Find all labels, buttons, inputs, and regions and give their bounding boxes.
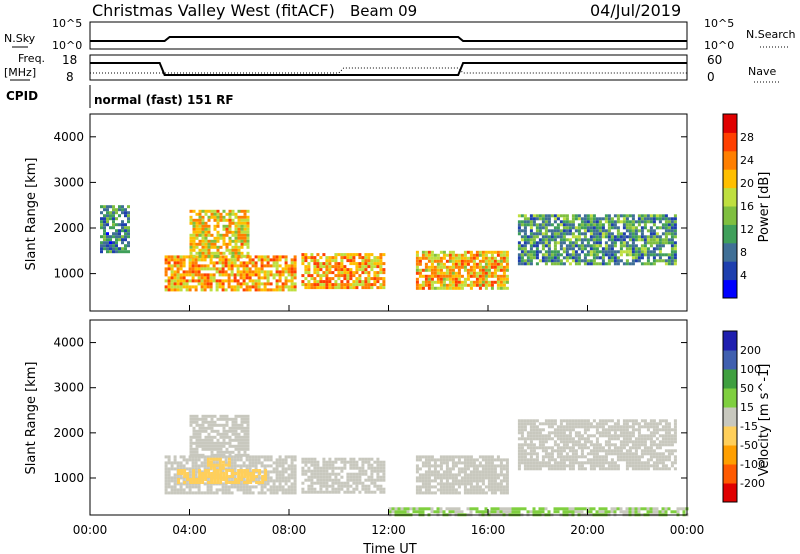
y-tick-label: 4000 xyxy=(53,130,84,144)
data-region-0 xyxy=(164,255,297,292)
beam-label: Beam 09 xyxy=(350,2,417,20)
colorbar-swatch xyxy=(723,388,737,408)
data-region-4 xyxy=(517,214,677,266)
y-tick-label: 4000 xyxy=(53,336,84,350)
noise-tick-top-right: 10^5 xyxy=(704,17,734,30)
velocity-plot-area xyxy=(90,320,687,515)
velocity-colorbar: 200 100 50 15 -15 -50 -100 -200 xyxy=(722,330,765,503)
data-region-6 xyxy=(206,457,231,470)
radar-title: Christmas Valley West (fitACF) xyxy=(92,1,335,20)
nave-label: Nave xyxy=(748,65,776,78)
y-tick-label: 3000 xyxy=(53,381,84,395)
colorbar-swatch xyxy=(723,426,737,446)
colorbar-swatch xyxy=(723,483,737,503)
colorbar-frame xyxy=(722,330,738,503)
noise-trace xyxy=(90,36,687,42)
colorbar-swatch xyxy=(723,169,737,189)
time-xlabel: Time UT xyxy=(362,542,416,554)
colorbar-tick-label: 200 xyxy=(740,344,761,357)
colorbar-swatch xyxy=(723,242,737,262)
noise-strip-frame xyxy=(89,21,688,50)
date-label: 04/Jul/2019 xyxy=(590,1,681,20)
data-region-1 xyxy=(189,209,250,258)
power-colorbar-label: Power [dB] xyxy=(757,172,772,243)
data-region-2 xyxy=(301,253,386,290)
velocity-ylabel: Slant Range [km] xyxy=(24,362,39,475)
colorbar-tick-label: 50 xyxy=(740,382,754,395)
data-region-2 xyxy=(301,457,386,494)
colorbar-tick-label: 24 xyxy=(740,154,754,167)
freq-label-2: [MHz] xyxy=(4,66,36,79)
y-tick-label: 1000 xyxy=(53,471,84,485)
x-tick-label: 04:00 xyxy=(172,523,207,537)
colorbar-swatch xyxy=(723,187,737,207)
x-tick-label: 00:00 xyxy=(73,523,108,537)
colorbar-tick-label: 100 xyxy=(740,363,761,376)
y-tick-label: 2000 xyxy=(53,426,84,440)
colorbar-swatch xyxy=(723,224,737,244)
colorbar-tick-label: -200 xyxy=(740,477,765,490)
colorbar-tick-label: -100 xyxy=(740,458,765,471)
nave-trace xyxy=(90,67,687,74)
data-region-4 xyxy=(517,419,677,471)
colorbar-swatch xyxy=(723,369,737,389)
nave-tick-top: 60 xyxy=(707,53,722,67)
colorbar-swatch xyxy=(723,206,737,225)
x-tick-label: 16:00 xyxy=(471,523,506,537)
x-tick-label: 12:00 xyxy=(371,523,406,537)
freq-tick-bottom: 8 xyxy=(66,70,74,84)
power-colorbar: 28 24 20 16 12 8 4 xyxy=(722,113,754,299)
y-tick-label: 1000 xyxy=(53,267,84,281)
freq-tick-top: 18 xyxy=(62,53,77,67)
colorbar-tick-label: 20 xyxy=(740,177,754,190)
x-tick-label: 08:00 xyxy=(272,523,307,537)
noise-tick-bottom: 10^0 xyxy=(52,39,82,52)
colorbar-tick-label: 8 xyxy=(740,246,747,259)
freq-trace xyxy=(90,62,687,76)
data-region-5 xyxy=(177,469,268,484)
colorbar-swatch xyxy=(723,407,737,427)
nsearch-label: N.Search xyxy=(746,28,796,41)
velocity-colorbar-label: Velocity [m s^-1] xyxy=(757,364,772,477)
cpid-text: normal (fast) 151 RF xyxy=(94,93,234,107)
colorbar-swatch xyxy=(723,464,737,484)
colorbar-tick-label: 12 xyxy=(740,223,754,236)
x-tick-label: 00:00 xyxy=(670,523,705,537)
colorbar-tick-label: 4 xyxy=(740,269,747,282)
colorbar-swatch xyxy=(723,279,737,299)
data-region-3 xyxy=(415,250,509,290)
freq-strip-frame xyxy=(89,54,688,81)
power-panel: 4000 3000 2000 1000 Slant Range [km] xyxy=(24,113,688,312)
colorbar-tick-label: 16 xyxy=(740,200,754,213)
velocity-panel: 4000 3000 2000 1000 Slant Range [km] xyxy=(24,319,689,517)
colorbar-swatch xyxy=(723,114,737,133)
power-ylabel: Slant Range [km] xyxy=(24,158,39,271)
x-tick-label: 20:00 xyxy=(570,523,605,537)
cpid-label: CPID xyxy=(6,89,38,103)
freq-label-1: Freq. xyxy=(18,52,45,65)
nsky-label: N.Sky xyxy=(4,32,36,45)
colorbar-tick-label: 15 xyxy=(740,401,754,414)
colorbar-swatch xyxy=(723,331,737,351)
y-tick-label: 3000 xyxy=(53,175,84,189)
colorbar-swatch xyxy=(723,445,737,465)
data-region-1 xyxy=(189,414,250,457)
colorbar-tick-label: 28 xyxy=(740,131,754,144)
colorbar-tick-label: -50 xyxy=(740,439,758,452)
colorbar-frame xyxy=(722,113,738,299)
noise-tick-top: 10^5 xyxy=(52,17,82,30)
colorbar-swatch xyxy=(723,132,737,152)
nave-tick-bottom: 0 xyxy=(707,70,715,84)
colorbar-swatch xyxy=(723,150,737,170)
colorbar-swatch xyxy=(723,350,737,370)
y-tick-label: 2000 xyxy=(53,221,84,235)
data-region-3 xyxy=(415,455,509,495)
colorbar-tick-label: -15 xyxy=(740,420,758,433)
data-region-5 xyxy=(100,205,130,254)
noise-tick-bottom-right: 10^0 xyxy=(704,39,734,52)
colorbar-swatch xyxy=(723,261,737,281)
